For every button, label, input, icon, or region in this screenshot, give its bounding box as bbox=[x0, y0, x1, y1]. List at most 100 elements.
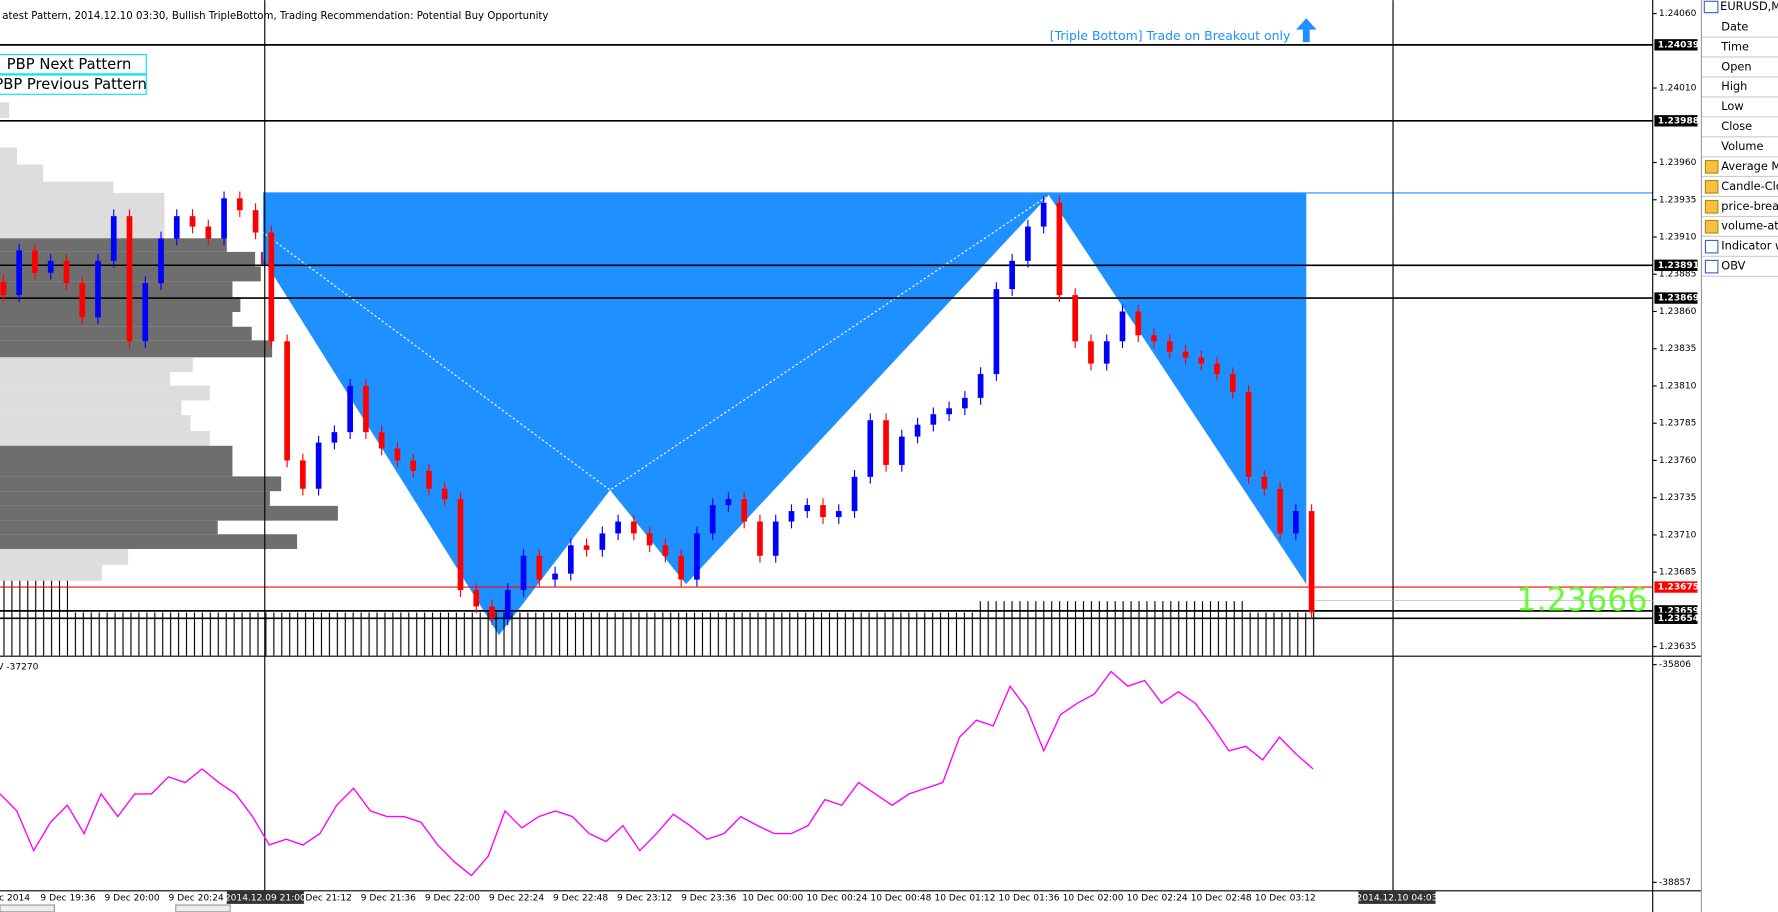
candle bbox=[1261, 476, 1268, 489]
candle bbox=[173, 216, 180, 239]
candle bbox=[363, 385, 369, 433]
candle bbox=[489, 606, 495, 619]
cursor-time: 2014.12.09 21:00 bbox=[225, 894, 306, 904]
candle bbox=[1308, 511, 1315, 613]
candle bbox=[63, 260, 70, 284]
candle bbox=[1229, 374, 1236, 392]
candle bbox=[221, 198, 227, 239]
profile-bar bbox=[0, 445, 233, 477]
tab[interactable] bbox=[0, 904, 55, 912]
y-tick-label: 1.23835 bbox=[1659, 344, 1696, 354]
candle bbox=[1293, 511, 1299, 534]
level-tag bbox=[1654, 259, 1698, 271]
field-label: Volume bbox=[1721, 139, 1763, 153]
candle bbox=[615, 521, 621, 534]
price-axis: 1.24060 1.24010 1.23960 1.23935 1.23910 1.238… bbox=[1653, 9, 1699, 888]
candle bbox=[1119, 311, 1126, 342]
indicator-icon bbox=[1704, 259, 1719, 274]
candle bbox=[914, 424, 921, 437]
x-tick-label: 9 Dec 22:48 bbox=[553, 894, 608, 904]
symbol: EURUSD,M bbox=[1720, 0, 1778, 13]
profile-bar bbox=[0, 311, 233, 327]
profile-bar bbox=[0, 326, 252, 341]
candle bbox=[741, 499, 748, 522]
candle bbox=[804, 505, 811, 512]
level-tag bbox=[1654, 115, 1698, 127]
level-tag bbox=[1654, 39, 1698, 51]
candle bbox=[426, 470, 432, 489]
level-tag-label: 1.23891 bbox=[1658, 261, 1699, 271]
x-tick-label: 9 Dec 23:36 bbox=[681, 894, 736, 904]
chart-header: atest Pattern, 2014.12.10 03:30, Bullish… bbox=[2, 11, 548, 22]
button-label[interactable]: PBP Previous Pattern bbox=[0, 76, 147, 93]
candle bbox=[300, 460, 306, 489]
profile-bar bbox=[0, 357, 193, 373]
indicator-icon bbox=[1704, 199, 1719, 214]
candle bbox=[16, 250, 22, 296]
candle bbox=[158, 238, 164, 284]
candle bbox=[883, 420, 889, 465]
button[interactable] bbox=[0, 74, 147, 95]
level-tag-label: 1.24039 bbox=[1658, 40, 1699, 50]
candle bbox=[1072, 295, 1079, 342]
y-tick-label: 1.23885 bbox=[1659, 270, 1696, 280]
y-tick-label: 1.23710 bbox=[1659, 530, 1697, 540]
candle bbox=[1151, 335, 1157, 342]
candle bbox=[1135, 311, 1142, 336]
volume-bars bbox=[0, 580, 69, 613]
indicator-icon bbox=[1704, 160, 1719, 174]
y-tick-label: 1.23960 bbox=[1659, 158, 1697, 168]
y-tick-label: 1.23735 bbox=[1659, 493, 1696, 503]
profile-bar bbox=[0, 385, 210, 401]
candle bbox=[268, 232, 275, 342]
profile-bar bbox=[0, 147, 18, 165]
candle bbox=[347, 385, 353, 433]
candle bbox=[441, 488, 448, 500]
candle bbox=[788, 511, 795, 522]
candle bbox=[1245, 391, 1252, 477]
indicator-icon bbox=[1704, 180, 1719, 194]
data-window: EURUSD,M Date Time Open High Low Close Volume Av… bbox=[1702, 0, 1778, 912]
button[interactable] bbox=[0, 54, 147, 75]
x-tick-label: 10 Dec 00:00 bbox=[742, 894, 803, 904]
candle bbox=[1025, 226, 1031, 261]
volume-bars bbox=[0, 612, 1316, 656]
indicator-name: Candle-Clo bbox=[1721, 179, 1778, 193]
candle bbox=[930, 414, 937, 425]
candle bbox=[898, 436, 905, 465]
candle bbox=[552, 573, 558, 580]
tab[interactable] bbox=[175, 904, 231, 912]
candle bbox=[95, 260, 101, 318]
candle bbox=[1277, 488, 1283, 534]
profile-bar bbox=[0, 297, 241, 312]
candle bbox=[1088, 341, 1094, 364]
volume-bars bbox=[975, 601, 1248, 613]
candle bbox=[47, 260, 54, 273]
button-label[interactable]: PBP Next Pattern bbox=[7, 56, 132, 73]
price-panel bbox=[0, 43, 1654, 656]
profile-bar bbox=[0, 534, 298, 549]
candle bbox=[1056, 202, 1063, 296]
profile-bar bbox=[0, 476, 282, 492]
indicator-name: price-break bbox=[1721, 199, 1778, 213]
profile-bar bbox=[0, 415, 191, 432]
x-tick-label: 10 Dec 01:36 bbox=[999, 894, 1060, 904]
candle bbox=[757, 521, 763, 556]
y-tick-label: -35806 bbox=[1659, 660, 1691, 670]
field-label: Low bbox=[1721, 99, 1743, 113]
field-label: Date bbox=[1721, 19, 1748, 33]
candle bbox=[631, 521, 637, 534]
candle bbox=[79, 283, 86, 318]
profile-bar bbox=[0, 491, 270, 506]
profile-bar bbox=[0, 181, 114, 193]
profile-bar bbox=[0, 520, 218, 535]
candle bbox=[599, 533, 606, 550]
profile-bar bbox=[0, 431, 210, 446]
y-tick-label: 1.24060 bbox=[1659, 9, 1697, 19]
candle bbox=[1214, 363, 1220, 375]
candle bbox=[315, 442, 322, 489]
candle bbox=[977, 374, 984, 398]
candle bbox=[331, 432, 338, 443]
profile-bar bbox=[0, 164, 44, 182]
